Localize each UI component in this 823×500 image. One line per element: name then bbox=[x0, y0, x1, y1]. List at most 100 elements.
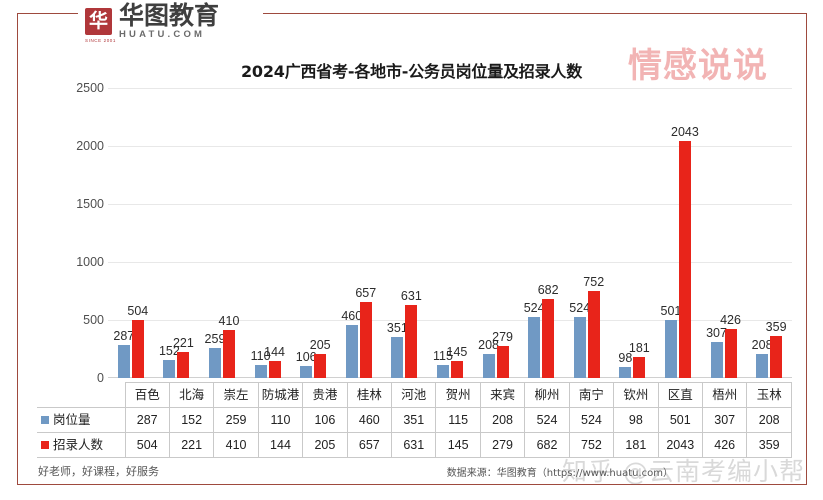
brand-name-cn: 华图教育 bbox=[119, 1, 220, 30]
table-cell: 259 bbox=[213, 407, 259, 433]
table-cell: 144 bbox=[257, 432, 304, 458]
bar-value-label: 208 bbox=[478, 337, 499, 352]
legend-swatch-icon bbox=[41, 440, 49, 449]
bar-group: 524 752 bbox=[564, 88, 610, 378]
gridline bbox=[108, 262, 792, 263]
legend-item-hires: 招录人数 bbox=[37, 432, 126, 458]
table-column-header: 北海 bbox=[168, 382, 215, 408]
table-cell: 307 bbox=[701, 407, 748, 433]
bar-jobs: 351 bbox=[387, 321, 408, 378]
bar-group: 287 504 bbox=[108, 88, 154, 378]
table-column-header: 玉林 bbox=[746, 382, 792, 408]
bar-value-label: 221 bbox=[172, 336, 194, 351]
bar-hires: 181 bbox=[629, 341, 650, 378]
table-cell: 106 bbox=[302, 407, 348, 433]
table-column-header: 柳州 bbox=[524, 382, 570, 408]
bar-value-label: 279 bbox=[492, 329, 513, 344]
table-cell: 501 bbox=[657, 407, 703, 433]
table-cell: 115 bbox=[435, 407, 481, 433]
gridline bbox=[108, 320, 792, 321]
table-cell: 426 bbox=[701, 432, 748, 458]
bar-jobs: 524 bbox=[524, 301, 545, 378]
table-cell: 752 bbox=[568, 432, 615, 458]
bar-hires: 2043 bbox=[671, 125, 699, 378]
bar-group: 152 221 bbox=[154, 88, 200, 378]
bar-value-label: 152 bbox=[158, 344, 180, 359]
bar-value-label: 752 bbox=[583, 274, 605, 289]
bar-group: 351 631 bbox=[382, 88, 428, 378]
table-column-header: 贺州 bbox=[435, 382, 481, 408]
bar-jobs: 152 bbox=[159, 344, 180, 378]
table-column-header: 桂林 bbox=[346, 382, 393, 408]
bar-jobs: 501 bbox=[660, 304, 681, 378]
bar-value-label: 2043 bbox=[671, 125, 699, 140]
table-cell: 682 bbox=[524, 432, 570, 458]
table-cell: 460 bbox=[346, 407, 393, 433]
legend-label: 岗位量 bbox=[53, 412, 91, 427]
footer-source: 数据来源：华图教育（https://www.huatu.com） bbox=[446, 468, 673, 479]
bar-value-label: 524 bbox=[523, 301, 545, 316]
bar-hires: 504 bbox=[127, 304, 148, 378]
logo-since-text: SINCE 2001 bbox=[85, 37, 117, 43]
table-column-header: 来宾 bbox=[479, 382, 526, 408]
bar-jobs: 460 bbox=[341, 309, 362, 378]
table-cell: 98 bbox=[613, 407, 659, 433]
table-column-header: 河池 bbox=[391, 382, 437, 408]
table-cell: 205 bbox=[302, 432, 348, 458]
table-cell: 359 bbox=[746, 432, 792, 458]
footer-slogan: 好老师，好课程，好服务 bbox=[38, 465, 159, 478]
bar-jobs: 259 bbox=[205, 332, 225, 378]
bar-jobs: 208 bbox=[478, 338, 499, 378]
bar-hires: 752 bbox=[583, 275, 604, 378]
bar-group: 110 144 bbox=[245, 88, 291, 378]
table-cell: 152 bbox=[168, 407, 215, 433]
table-cell: 221 bbox=[168, 432, 215, 458]
bar-hires: 682 bbox=[538, 283, 559, 378]
bar-value-label: 115 bbox=[432, 348, 453, 363]
y-tick-label: 1500 bbox=[76, 197, 104, 211]
bar-jobs: 208 bbox=[752, 338, 773, 378]
data-table: 百色 北海 崇左 防城港 贵港 桂林 河池 贺州 来宾 柳州 南宁 钦州 区直 梧州 玉林 岗位量 287 15… bbox=[37, 382, 792, 458]
axis-baseline bbox=[108, 377, 792, 378]
bar-jobs: 287 bbox=[113, 329, 134, 378]
table-row: 岗位量 287 152 259 110 106 460 351 115 208 524 524 98 50… bbox=[37, 407, 792, 433]
bar-value-label: 359 bbox=[765, 320, 787, 335]
table-column-header: 南宁 bbox=[568, 382, 615, 408]
table-cell: 279 bbox=[479, 432, 526, 458]
table-column-header: 百色 bbox=[124, 382, 170, 408]
table-cell: 208 bbox=[746, 407, 792, 433]
bar-hires: 205 bbox=[310, 338, 331, 378]
table-cell: 110 bbox=[257, 407, 304, 433]
table-column-header: 贵港 bbox=[302, 382, 348, 408]
y-tick-label: 2000 bbox=[76, 139, 104, 153]
bar-value-label: 181 bbox=[628, 341, 650, 356]
legend-item-jobs: 岗位量 bbox=[37, 407, 126, 433]
bar-hires: 221 bbox=[173, 336, 194, 378]
table-cell: 287 bbox=[124, 407, 170, 433]
bar-hires: 145 bbox=[447, 345, 467, 378]
bar-value-label: 145 bbox=[446, 345, 468, 360]
table-cell: 524 bbox=[524, 407, 570, 433]
bar-value-label: 524 bbox=[569, 301, 591, 316]
brand-domain: HUATU.COM bbox=[119, 29, 206, 40]
table-cell: 208 bbox=[479, 407, 526, 433]
bar-value-label: 259 bbox=[204, 331, 226, 346]
bar-jobs: 106 bbox=[296, 350, 317, 378]
table-cell: 524 bbox=[568, 407, 615, 433]
watermark-bottom: 知乎 @云南考编小帮 bbox=[562, 457, 805, 486]
bar-jobs: 307 bbox=[706, 326, 727, 378]
bar-value-label: 504 bbox=[127, 303, 149, 318]
bar-value-label: 351 bbox=[386, 321, 408, 336]
table-cell: 145 bbox=[435, 432, 481, 458]
table-cell: 410 bbox=[213, 432, 259, 458]
huatu-logo-icon: 华 SINCE 2001 bbox=[85, 7, 115, 43]
table-cell: 351 bbox=[391, 407, 437, 433]
bar-jobs: 524 bbox=[569, 301, 590, 378]
bar-value-label: 287 bbox=[113, 328, 135, 343]
legend-swatch-icon bbox=[41, 415, 49, 424]
bar-value-label: 144 bbox=[264, 345, 286, 360]
bar-group: 460 657 bbox=[336, 88, 382, 378]
table-column-header: 防城港 bbox=[257, 382, 304, 408]
bar-group: 98 181 bbox=[610, 88, 656, 378]
